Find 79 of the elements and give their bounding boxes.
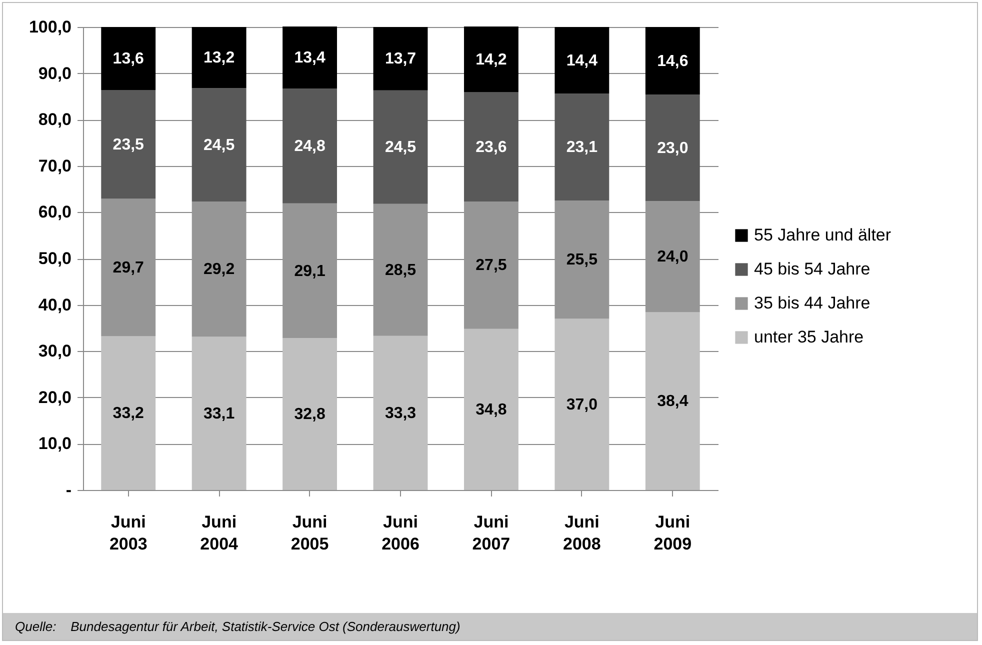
- bar: [373, 336, 428, 490]
- data-label: 37,0: [566, 396, 598, 414]
- x-tick-label: Juni 2009: [654, 512, 692, 554]
- y-tick-label: 10,0: [38, 434, 72, 454]
- y-tick-label: 60,0: [38, 202, 72, 222]
- bar: [282, 88, 337, 204]
- data-label: 34,8: [476, 401, 507, 418]
- legend-label: 45 bis 54 Jahre: [754, 260, 870, 278]
- bar: [464, 202, 518, 329]
- bar: [192, 27, 246, 88]
- bar: [554, 318, 610, 490]
- bar: [282, 26, 337, 89]
- bar: [645, 201, 700, 312]
- bar: [645, 27, 700, 95]
- data-label: 33,1: [204, 405, 235, 422]
- y-tick-label: 80,0: [38, 110, 72, 130]
- data-label: 24,8: [294, 138, 326, 155]
- y-tick-label: -: [66, 480, 72, 500]
- data-label: 28,5: [384, 262, 416, 279]
- y-tick-label: 50,0: [38, 249, 72, 268]
- data-label: 29,1: [294, 262, 326, 280]
- x-tick-label: Juni 2003: [109, 512, 148, 554]
- data-label: 23,1: [566, 139, 598, 156]
- bar: [282, 203, 337, 338]
- bar: [373, 27, 428, 90]
- data-label: 33,2: [112, 405, 144, 422]
- x-tick-label: Juni 2005: [290, 512, 329, 554]
- data-label: 24,5: [204, 136, 235, 154]
- data-label: 14,2: [476, 51, 507, 68]
- legend-label: 55 Jahre und älter: [754, 226, 892, 244]
- x-tick-label: Juni 2004: [200, 512, 239, 554]
- data-label: 13,7: [384, 50, 416, 68]
- legend-label: 35 bis 44 Jahre: [754, 294, 870, 312]
- y-tick-label: 100,0: [28, 18, 72, 36]
- bar: [192, 88, 246, 202]
- bar: [282, 338, 337, 490]
- source-note: Quelle: Bundesagentur für Arbeit, Statistik-Service Ost (Sonderauswertung): [15, 619, 462, 634]
- data-label: 23,6: [476, 138, 507, 156]
- bar: [101, 27, 156, 90]
- bar: [192, 202, 246, 337]
- data-label: 33,3: [384, 404, 416, 422]
- bar: [554, 27, 610, 94]
- y-tick-label: 30,0: [38, 342, 72, 361]
- data-label: 14,4: [566, 52, 598, 70]
- data-label: 38,4: [657, 393, 688, 410]
- bar: [373, 204, 428, 336]
- y-tick-label: 90,0: [38, 64, 72, 83]
- data-label: 24,5: [384, 139, 416, 156]
- y-tick-label: 70,0: [38, 156, 72, 176]
- data-label: 27,5: [476, 257, 507, 274]
- data-label: 29,7: [112, 260, 144, 277]
- x-tick-label: Juni 2008: [563, 512, 601, 554]
- x-tick-label: Juni 2007: [472, 512, 510, 554]
- bar: [101, 90, 156, 199]
- data-label: 23,0: [657, 140, 688, 157]
- data-label: 14,6: [657, 52, 688, 70]
- y-tick-label: 20,0: [38, 388, 72, 407]
- data-label: 25,5: [566, 252, 598, 269]
- data-label: 29,2: [204, 261, 235, 278]
- legend-label: unter 35 Jahre: [754, 328, 864, 346]
- bar: [464, 92, 518, 202]
- data-label: 24,0: [657, 248, 688, 266]
- x-tick-label: Juni 2006: [382, 512, 420, 554]
- bar: [101, 336, 156, 490]
- data-label: 32,8: [294, 406, 326, 424]
- data-label: 13,6: [112, 50, 144, 68]
- bar: [101, 198, 156, 336]
- data-label: 13,4: [294, 50, 326, 67]
- bar: [554, 200, 610, 319]
- bar: [373, 90, 428, 204]
- bar: [464, 26, 518, 92]
- data-label: 23,5: [112, 136, 144, 154]
- bar: [554, 94, 610, 201]
- data-label: 13,2: [204, 50, 235, 67]
- y-tick-label: 40,0: [38, 295, 72, 314]
- bar: [464, 328, 518, 490]
- bar: [645, 312, 700, 490]
- bar: [645, 94, 700, 202]
- bar: [192, 336, 246, 490]
